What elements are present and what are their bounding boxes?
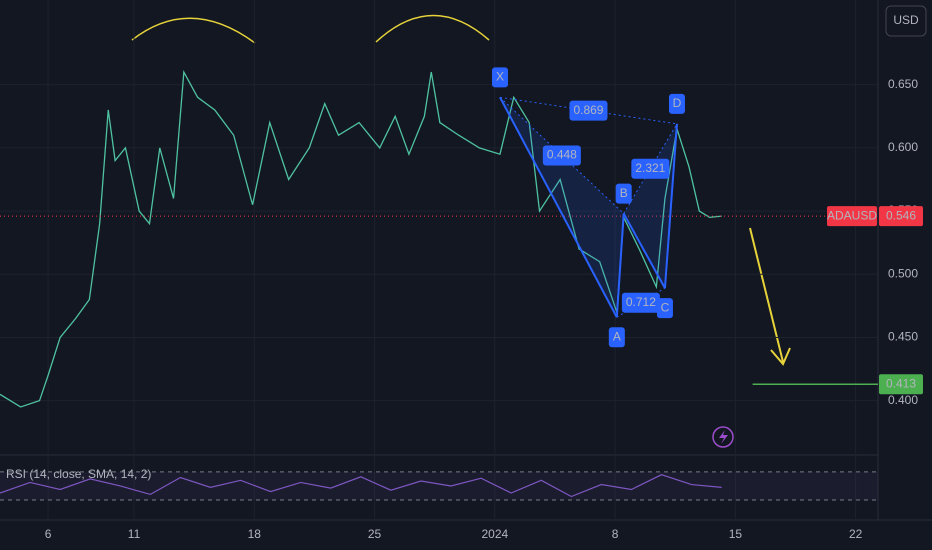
pattern-leg: [663, 123, 678, 289]
x-tick-label: 25: [368, 527, 382, 541]
point-tag: [656, 298, 673, 319]
currency-label: USD: [893, 13, 919, 27]
target-label: 0.413: [886, 376, 916, 390]
down-arrow: [749, 227, 791, 366]
y-tick-label: 0.500: [888, 266, 918, 280]
ratio-label: 2.321: [635, 161, 665, 175]
x-tick-label: 2024: [481, 527, 508, 541]
point-label: C: [661, 300, 670, 314]
grid: [0, 0, 878, 520]
ratio-label: 0.869: [573, 103, 603, 117]
pattern-leg: [499, 96, 618, 318]
point-label: X: [496, 69, 504, 83]
pattern-leg: [615, 213, 625, 318]
shoulder-arc: [375, 14, 490, 43]
symbol-tag: [827, 206, 877, 227]
point-tag: [491, 67, 508, 88]
x-tick-label: 11: [128, 527, 141, 541]
pattern-leg: [622, 213, 666, 289]
currency-button[interactable]: [885, 5, 927, 37]
point-label: D: [673, 96, 682, 110]
point-tag: [608, 327, 625, 348]
ratio-label: 0.712: [626, 295, 656, 309]
symbol-label: ADAUSD: [827, 208, 877, 222]
shoulder-arc: [131, 17, 256, 44]
price-tag-label: 0.546: [886, 208, 916, 222]
pattern-triangle: [499, 97, 624, 318]
ratio-tag: [542, 145, 581, 166]
rsi-band: [0, 471, 878, 501]
pattern-ratio-line: [499, 96, 625, 214]
alert-icon[interactable]: [712, 426, 734, 448]
x-tick-label: 15: [729, 527, 743, 541]
x-tick-label: 8: [612, 527, 619, 541]
alert-bolt: [719, 430, 728, 444]
rsi-title: RSI (14, close, SMA, 14, 2): [6, 467, 151, 481]
point-label: B: [620, 186, 628, 200]
x-tick-label: 6: [45, 527, 52, 541]
point-tag: [668, 93, 685, 114]
y-tick-label: 0.650: [888, 77, 918, 91]
pattern-ratio-line: [623, 123, 678, 214]
y-tick-label: 0.600: [888, 140, 918, 154]
x-tick-label: 18: [248, 527, 262, 541]
rsi-line: [0, 474, 722, 498]
point-tag: [615, 183, 632, 204]
point-label: A: [613, 329, 621, 343]
y-tick-label: 0.450: [888, 330, 918, 344]
ratio-label: 0.448: [547, 148, 577, 162]
x-tick-label: 22: [849, 527, 863, 541]
ratio-tag: [621, 292, 660, 313]
target-tag: [879, 374, 923, 395]
y-tick-label: 0.400: [888, 393, 918, 407]
ratio-tag: [569, 100, 608, 121]
price-tag: [879, 206, 923, 227]
ratio-tag: [631, 158, 670, 179]
